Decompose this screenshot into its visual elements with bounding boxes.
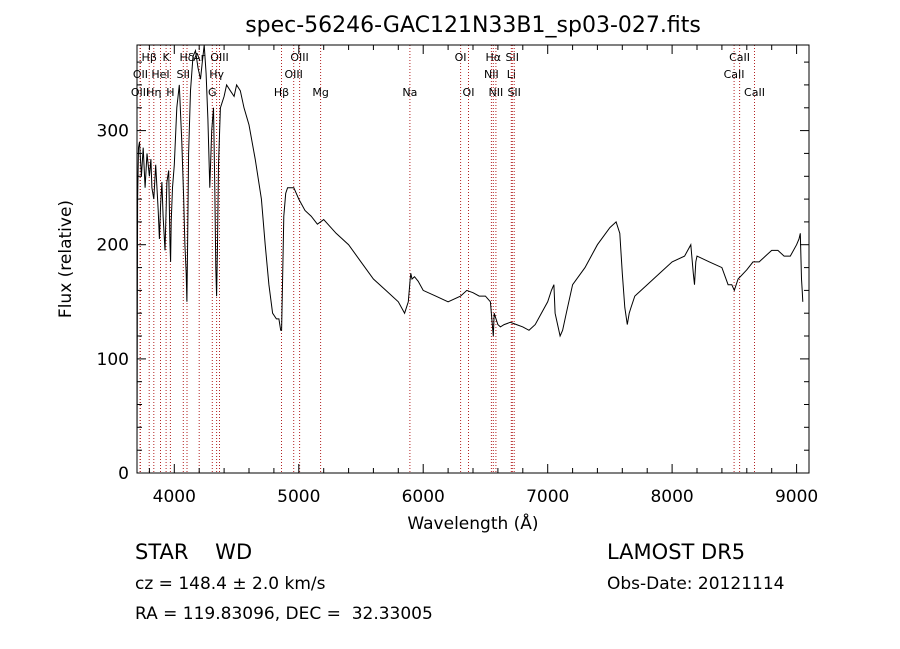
line-marker-label: OI	[455, 51, 467, 64]
x-tick-label: 8000	[650, 487, 693, 507]
x-tick-label: 4000	[153, 487, 196, 507]
x-axis-label: Wavelength (Å)	[407, 512, 538, 534]
y-axis-label: Flux (relative)	[56, 200, 76, 318]
line-marker-label: OI	[463, 86, 475, 99]
y-axis: 0 100 200 300	[97, 61, 809, 484]
object-class: STAR WD	[135, 540, 253, 564]
ra-dec: RA = 119.83096, DEC = 32.33005	[135, 604, 433, 624]
y-tick-label: 200	[97, 236, 129, 256]
x-tick-label: 7000	[526, 487, 569, 507]
line-marker-label: OIII	[285, 68, 303, 81]
line-marker-label: NII	[489, 86, 504, 99]
spectrum-line	[136, 44, 804, 451]
line-marker-label: NII	[484, 68, 499, 81]
line-marker-label: Mg	[312, 86, 328, 99]
line-marker-label: Na	[402, 86, 417, 99]
line-marker-label: G	[208, 86, 217, 99]
line-marker-label: OIII	[290, 51, 308, 64]
line-marker-label: SII	[507, 86, 520, 99]
y-tick-label: 300	[97, 122, 129, 142]
x-axis: 4000 5000 6000 7000 8000 9000	[148, 45, 818, 507]
plot-frame	[136, 44, 810, 474]
survey-name: LAMOST DR5	[607, 540, 746, 564]
line-marker-label: OIII	[131, 86, 149, 99]
x-tick-label: 5000	[277, 487, 320, 507]
x-tick-label: 9000	[775, 487, 818, 507]
y-tick-label: 100	[97, 350, 129, 370]
line-marker-label: Hα	[486, 51, 502, 64]
line-marker-label: CaII	[724, 68, 745, 81]
x-tick-label: 6000	[402, 487, 445, 507]
line-marker-label: OIII	[210, 51, 228, 64]
line-marker-label: Hη	[146, 86, 161, 99]
line-marker-label: Hβ	[142, 51, 157, 64]
line-marker-label: HeI	[151, 68, 169, 81]
y-tick-label: 0	[118, 464, 129, 484]
line-marker-label: CaII	[729, 51, 750, 64]
line-marker-label: CaII	[744, 86, 765, 99]
chart-title: spec-56246-GAC121N33B1_sp03-027.fits	[245, 13, 701, 38]
line-marker-label: K	[162, 51, 170, 64]
obs-date: Obs-Date: 20121114	[607, 574, 785, 594]
line-marker-label: H	[166, 86, 174, 99]
line-marker-label: Hβ	[274, 86, 289, 99]
line-marker-label: Li	[507, 68, 516, 81]
line-marker-label: SII	[177, 68, 190, 81]
line-marker-label: SII	[506, 51, 519, 64]
line-marker-label: Hγ	[209, 68, 224, 81]
redshift-cz: cz = 148.4 ± 2.0 km/s	[135, 574, 326, 594]
